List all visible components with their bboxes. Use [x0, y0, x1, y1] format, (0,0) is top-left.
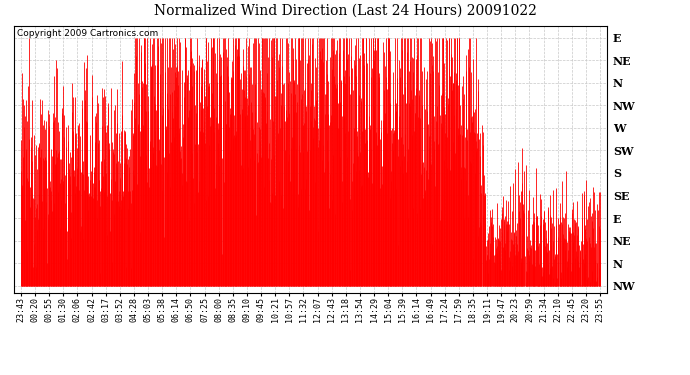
Text: Copyright 2009 Cartronics.com: Copyright 2009 Cartronics.com	[17, 29, 158, 38]
Text: Normalized Wind Direction (Last 24 Hours) 20091022: Normalized Wind Direction (Last 24 Hours…	[154, 4, 536, 18]
